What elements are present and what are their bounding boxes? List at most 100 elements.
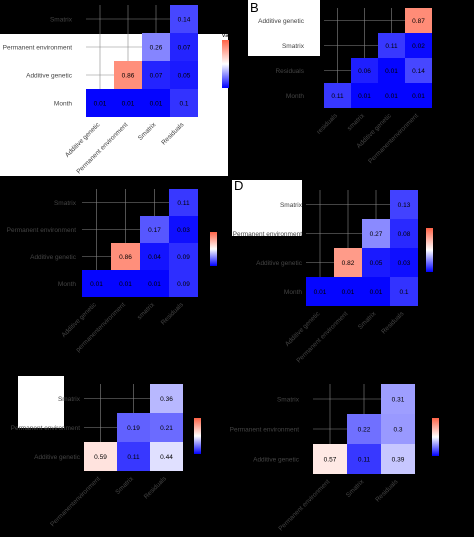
- colorbar: [222, 40, 229, 88]
- row-tick-label: Additive genetic: [256, 260, 303, 267]
- column-tick-label: Smatrix: [357, 310, 378, 331]
- cell-value-label: 0.14: [412, 68, 425, 75]
- cell-value-label: 0.07: [178, 45, 191, 52]
- cell-value-label: 0.22: [358, 427, 371, 434]
- cell-value-label: 0.01: [412, 93, 425, 100]
- row-tick-label: Smatrix: [58, 396, 81, 403]
- column-tick-label: Residuals: [380, 310, 406, 336]
- cell-value-label: 0.05: [370, 260, 383, 267]
- heatmap-panel-5: 0.31 0.22 0.3 0.57 0.11 0.39 Smatrix Permanent …: [230, 384, 439, 532]
- column-tick-label: smatrix: [136, 301, 156, 321]
- cell-value-label: 0.01: [370, 289, 383, 296]
- heatmap-cell: [114, 89, 142, 117]
- heatmap-cell: [306, 277, 334, 306]
- cell-value-label: 0.09: [177, 254, 190, 261]
- heatmap-cell: [169, 270, 198, 297]
- heatmap-cell: [381, 444, 415, 474]
- cell-value-label: 0.11: [127, 454, 140, 461]
- heatmap-panel-1: 0.87 0.11 0.02 0.06 0.01 0.14 0.11 0.01 0.01 0.01…: [250, 0, 432, 165]
- cell-value-label: 0.01: [150, 101, 163, 108]
- row-tick-label: Smatrix: [50, 17, 73, 24]
- row-tick-label: Additive genetic: [258, 18, 305, 25]
- cell-value-label: 0.44: [160, 454, 173, 461]
- cell-value-label: 0.11: [331, 93, 344, 100]
- cell-value-label: 0.21: [160, 425, 173, 432]
- row-tick-label: Additive genetic: [253, 457, 300, 464]
- heatmap-cell: [169, 216, 198, 243]
- heatmap-cell: [111, 243, 140, 270]
- heatmap-cell: [150, 384, 183, 413]
- row-tick-label: Smatrix: [54, 200, 77, 207]
- heatmap-cell: [390, 248, 418, 277]
- panel-3-background: [232, 180, 302, 236]
- cell-value-label: 0.04: [148, 254, 161, 261]
- row-tick-label: Month: [54, 101, 72, 108]
- cell-value-label: 0.01: [385, 68, 398, 75]
- cell-value-label: 0.01: [94, 101, 107, 108]
- cell-value-label: 0.09: [177, 281, 190, 288]
- cell-value-label: 0.06: [358, 68, 371, 75]
- cell-value-label: 0.05: [178, 73, 191, 80]
- heatmap-cell: [351, 83, 378, 108]
- heatmap-cell: [150, 442, 183, 471]
- cell-value-label: 0.1: [179, 101, 188, 108]
- cell-value-label: 0.11: [358, 457, 371, 464]
- column-tick-label: Permanentenvironment: [49, 475, 102, 528]
- cell-value-label: 0.01: [148, 281, 161, 288]
- cell-value-label: 0.57: [324, 457, 337, 464]
- heatmap-cell: [140, 270, 169, 297]
- row-tick-label: Permanent environment: [230, 427, 300, 434]
- cell-value-label: 0.03: [398, 260, 411, 267]
- row-tick-label: Permanent environment: [233, 231, 303, 238]
- colorbar: [432, 418, 439, 456]
- column-tick-label: residuals: [316, 112, 340, 136]
- column-tick-label: Permanentenvironment: [367, 112, 420, 165]
- heatmap-cell: [405, 8, 432, 33]
- colorbar: [426, 228, 433, 272]
- heatmap-cell: [378, 83, 405, 108]
- cell-value-label: 0.01: [314, 289, 327, 296]
- heatmap-cell: [334, 277, 362, 306]
- row-tick-label: Permanent environment: [11, 425, 81, 432]
- column-tick-label: Permanent environment: [295, 310, 349, 364]
- cell-value-label: 0.26: [150, 45, 163, 52]
- panel-label: B: [250, 0, 259, 15]
- heatmap-cell: [117, 413, 150, 442]
- row-tick-label: Smatrix: [282, 43, 305, 50]
- cell-value-label: 0.31: [392, 397, 405, 404]
- cell-value-label: 0.01: [90, 281, 103, 288]
- heatmap-panel-3: 0.13 0.27 0.08 0.82 0.05 0.03 0.01 0.01 0.01 0.1 S…: [233, 178, 433, 364]
- cell-value-label: 0.59: [94, 454, 107, 461]
- cell-value-label: 0.13: [398, 202, 411, 209]
- heatmap-cell: [362, 248, 390, 277]
- panel-label: C: [18, 180, 27, 195]
- heatmap-cell: [170, 33, 198, 61]
- cell-value-label: 0.87: [412, 18, 425, 25]
- heatmap-cell: [390, 277, 418, 306]
- row-tick-label: Month: [58, 281, 76, 288]
- panel-1-background: [248, 0, 320, 56]
- heatmap-cell: [82, 270, 111, 297]
- heatmap-cell: [347, 444, 381, 474]
- heatmap-cell: [140, 243, 169, 270]
- row-tick-label: Permanent environment: [7, 227, 77, 234]
- panel-4-background: [18, 376, 64, 428]
- column-tick-label: Residuals: [143, 475, 169, 501]
- heatmap-panel-2: 0.11 0.17 0.03 0.86 0.04 0.09 0.01 0.01 0.01 0.09…: [7, 180, 217, 354]
- heatmap-cell: [378, 58, 405, 83]
- row-tick-label: Month: [286, 93, 304, 100]
- heatmap-cell: [150, 413, 183, 442]
- cell-value-label: 0.19: [127, 425, 140, 432]
- cell-value-label: 0.11: [385, 43, 398, 50]
- row-tick-label: Permanent environment: [3, 45, 73, 52]
- column-tick-label: Residuals: [160, 301, 186, 327]
- cell-value-label: 0.86: [122, 73, 135, 80]
- cell-value-label: 0.07: [150, 73, 163, 80]
- heatmap-cell: [169, 189, 198, 216]
- cell-value-label: 0.27: [370, 231, 383, 238]
- heatmap-cell: [381, 384, 415, 414]
- heatmap-cell: [111, 270, 140, 297]
- column-tick-label: Smatrix: [114, 475, 135, 496]
- cell-value-label: 0.03: [177, 227, 190, 234]
- cell-value-label: 0.01: [358, 93, 371, 100]
